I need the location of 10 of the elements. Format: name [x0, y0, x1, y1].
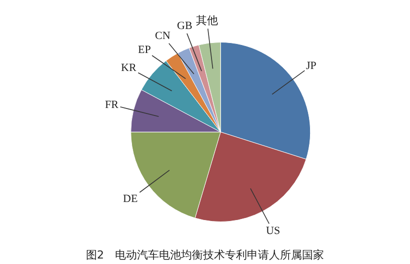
slice-label: CN	[155, 30, 170, 42]
slice-label: GB	[177, 20, 192, 32]
slice-label: JP	[306, 60, 316, 72]
slice-label: DE	[123, 193, 138, 205]
slice-label: US	[266, 225, 280, 237]
text: 图2 电动汽车电池均衡技术专利申请人所属国家	[86, 248, 324, 262]
slice-label: EP	[138, 44, 151, 56]
slice-label: 其他	[196, 14, 218, 27]
slice-label: KR	[121, 62, 137, 74]
slice-label: FR	[105, 99, 120, 111]
